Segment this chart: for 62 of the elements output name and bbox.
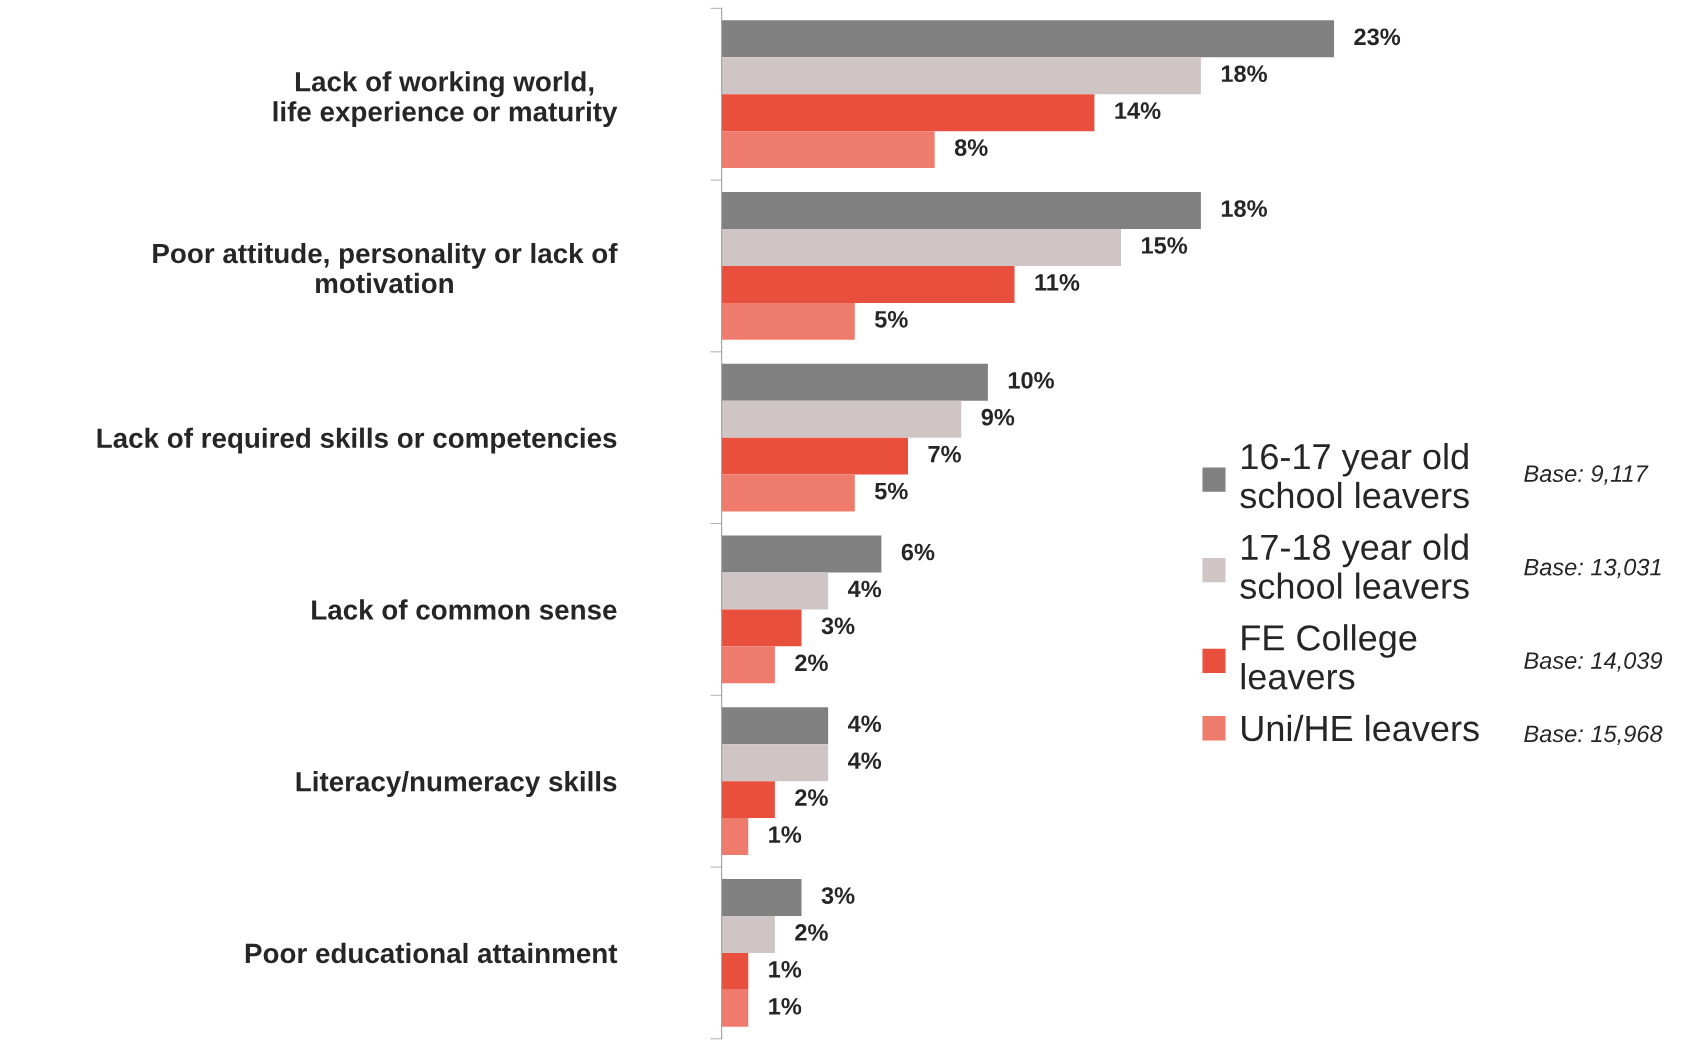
bar [721,192,1201,230]
bar [721,437,909,475]
data-label: 1% [769,826,802,843]
bar [721,265,1015,303]
bar [721,94,1095,132]
text: Base: 13,031 [1524,558,1661,579]
data-label: 5% [874,311,908,328]
y-tick-label: Lack of common sense [312,599,617,620]
bar [721,400,962,438]
bar [721,474,855,512]
bar [721,707,829,745]
data-label: 14% [1115,102,1161,119]
bar [721,609,802,647]
data-label: 3% [821,887,855,904]
data-label: 1% [769,997,802,1015]
legend-label: 17-18 year old school leavers [1240,533,1469,599]
data-label: 5% [874,482,908,500]
data-label: 2% [795,654,828,672]
data-label: 4% [847,580,882,598]
bar [721,915,775,953]
data-label: 2% [795,789,828,806]
bar [721,57,1201,95]
legend-label: FE College leavers [1241,624,1417,690]
data-label: 4% [847,715,882,733]
y-tick-label: Literacy/numeracy skills [296,771,617,797]
bar [721,363,988,401]
data-label: 15% [1141,237,1188,254]
data-label: 4% [847,752,882,769]
data-label: 6% [901,543,935,561]
data-label: 3% [821,617,855,635]
data-label: 2% [795,924,828,941]
legend-label: 16-17 year old school leavers [1240,442,1469,509]
text: Base: 9,117 [1524,465,1649,485]
bar [721,302,855,340]
data-label: 23% [1354,28,1401,46]
text: Base: 15,968 [1524,725,1663,746]
bar [721,879,802,916]
bar [721,572,829,610]
y-tick-label: Poor attitude, personality or lack of motivation [153,242,618,294]
bar [721,131,935,169]
data-label: 7% [928,445,961,463]
data-label: 18% [1221,65,1267,83]
data-label: 8% [954,139,988,156]
data-label: 18% [1221,200,1267,217]
y-tick-label: Lack of working world, life experience or maturity [273,71,618,128]
bar [721,781,775,819]
bar [721,646,775,684]
data-label: 10% [1008,371,1054,389]
bar [721,952,749,990]
y-tick-label: Lack of required skills or competencies [97,427,617,454]
bar [721,744,829,782]
data-label: 11% [1035,274,1080,291]
legend-label: Uni/HE leavers [1242,714,1479,742]
bar [721,20,1335,58]
text: Base: 14,039 [1524,652,1663,672]
y-tick-label: Poor educational attainment [245,942,618,964]
data-label: 9% [981,408,1015,426]
bar [721,989,749,1027]
bar [721,535,882,573]
data-label: 1% [769,961,802,978]
bar [721,229,1122,266]
bar [721,818,749,856]
